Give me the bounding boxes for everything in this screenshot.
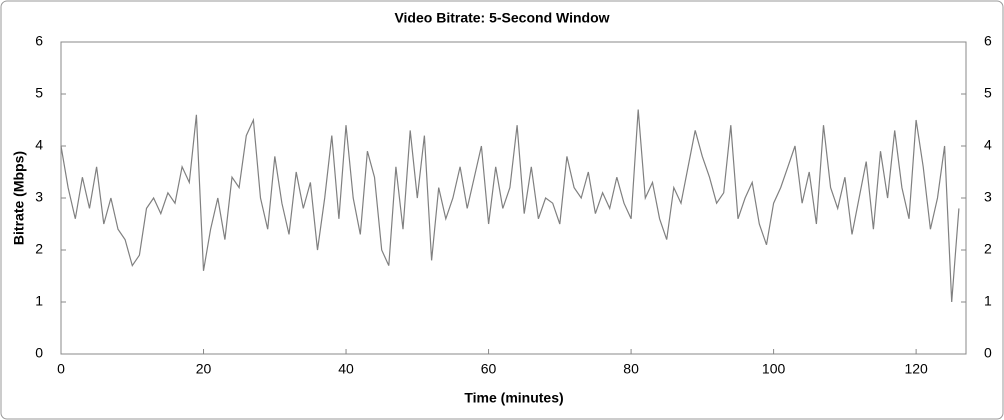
plot-area xyxy=(60,41,967,355)
x-tick-label: 80 xyxy=(623,361,639,377)
y-tick-label: 0 xyxy=(35,345,43,361)
y2-tick-label: 5 xyxy=(984,85,992,101)
bitrate-line xyxy=(60,109,960,303)
y2-tick-label: 0 xyxy=(984,345,992,361)
x-axis-label: Time (minutes) xyxy=(464,390,563,406)
x-tick-label: 60 xyxy=(481,361,497,377)
chart-title: Video Bitrate: 5-Second Window xyxy=(394,10,609,26)
y-axis-label: Bitrate (Mbps) xyxy=(11,151,27,245)
y-tick-label: 6 xyxy=(35,33,43,49)
y2-tick-label: 3 xyxy=(984,189,992,205)
x-tick-label: 40 xyxy=(338,361,354,377)
x-tick-label: 100 xyxy=(762,361,786,377)
y2-tick-label: 1 xyxy=(984,293,992,309)
y2-tick-label: 2 xyxy=(984,241,992,257)
x-tick-label: 20 xyxy=(196,361,212,377)
x-tick-label: 0 xyxy=(57,361,65,377)
y2-tick-label: 4 xyxy=(984,137,992,153)
y-tick-label: 2 xyxy=(35,241,43,257)
x-tick-label: 120 xyxy=(904,361,928,377)
y-tick-label: 5 xyxy=(35,85,43,101)
y2-tick-label: 6 xyxy=(984,33,992,49)
y-tick-label: 4 xyxy=(35,137,43,153)
y-tick-label: 3 xyxy=(35,189,43,205)
y-tick-label: 1 xyxy=(35,293,43,309)
